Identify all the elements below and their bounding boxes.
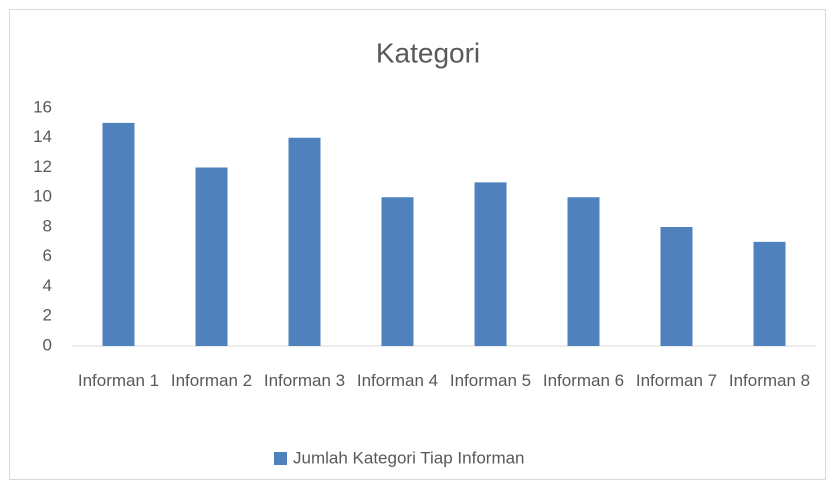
chart-title: Kategori bbox=[376, 37, 480, 68]
x-tick-label: Informan 6 bbox=[542, 371, 625, 390]
y-tick-label: 12 bbox=[33, 157, 52, 176]
legend-swatch bbox=[274, 452, 287, 465]
x-tick-label: Informan 3 bbox=[263, 371, 346, 390]
y-tick-label: 8 bbox=[43, 216, 52, 235]
x-tick-label: Informan 1 bbox=[77, 371, 160, 390]
x-tick-label: Informan 5 bbox=[449, 371, 532, 390]
x-tick-label: Informan 8 bbox=[728, 371, 811, 390]
bar bbox=[660, 227, 693, 346]
y-tick-label: 0 bbox=[43, 335, 52, 354]
y-tick-label: 4 bbox=[43, 276, 52, 295]
bar bbox=[195, 167, 228, 346]
bar bbox=[288, 137, 321, 346]
bar bbox=[102, 122, 135, 346]
x-tick-label: Informan 7 bbox=[635, 371, 718, 390]
x-tick-label: Informan 4 bbox=[356, 371, 439, 390]
x-tick-label: Informan 2 bbox=[170, 371, 253, 390]
bar bbox=[474, 182, 507, 346]
y-tick-label: 2 bbox=[43, 306, 52, 325]
y-tick-label: 10 bbox=[33, 187, 52, 206]
legend-label: Jumlah Kategori Tiap Informan bbox=[293, 448, 525, 467]
bar bbox=[381, 197, 414, 346]
bar bbox=[567, 197, 600, 346]
y-tick-label: 16 bbox=[33, 97, 52, 116]
y-tick-label: 14 bbox=[33, 127, 52, 146]
y-tick-label: 6 bbox=[43, 246, 52, 265]
bar bbox=[753, 241, 786, 346]
